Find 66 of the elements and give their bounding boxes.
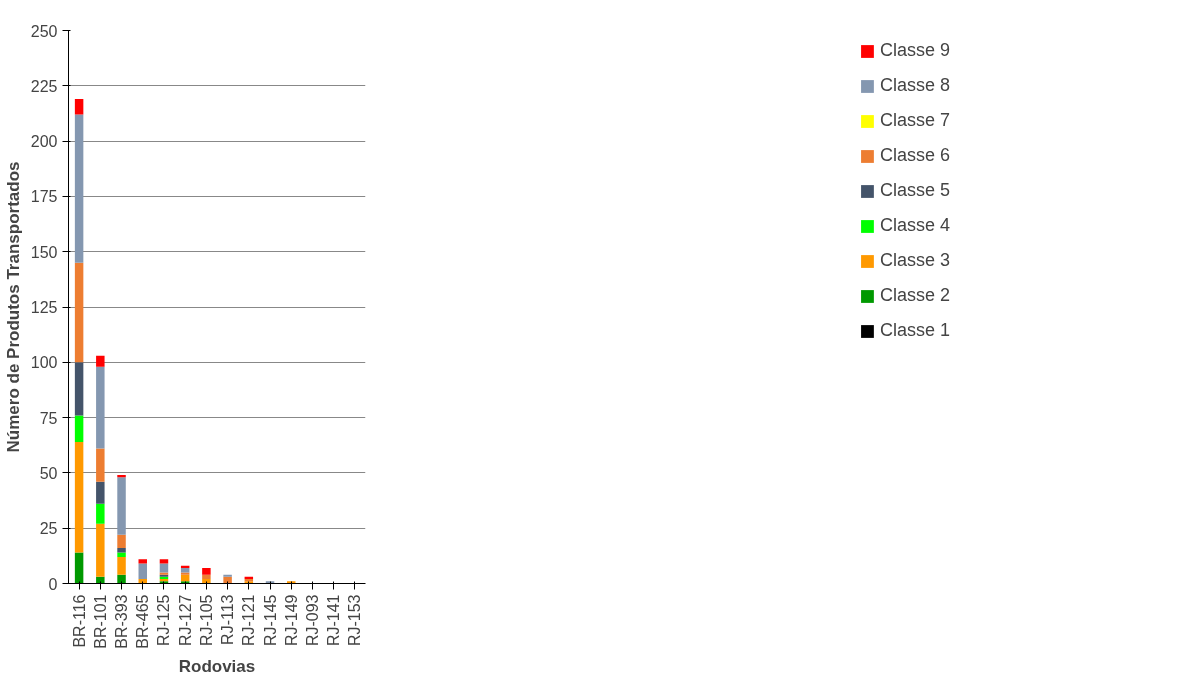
x-axis-title: Rodovias <box>178 656 256 676</box>
legend-label: Classe 7 <box>879 110 950 131</box>
y-tick-label: 250 <box>30 22 58 40</box>
y-tick-label: 75 <box>39 409 58 427</box>
bar <box>202 568 211 575</box>
bar <box>117 534 126 549</box>
legend-label: Classe 6 <box>879 145 950 166</box>
x-tick-label: BR-116 <box>70 594 88 648</box>
bar <box>74 99 84 115</box>
x-tick-label: RJ-149 <box>282 594 300 647</box>
y-tick-label: 25 <box>39 520 58 538</box>
legend-label: Classe 9 <box>879 40 950 61</box>
bar <box>74 441 84 553</box>
bar <box>74 114 84 263</box>
legend-label: Classe 2 <box>879 285 950 306</box>
bar <box>96 366 105 449</box>
y-tick-label: 175 <box>30 188 58 206</box>
y-tick-label: 100 <box>30 354 58 372</box>
legend-label: Classe 4 <box>879 215 950 236</box>
y-tick-label: 225 <box>30 77 58 95</box>
x-tick-label: BR-393 <box>113 594 131 649</box>
y-axis-title: Número de Produtos Transportados <box>3 161 23 453</box>
bar <box>202 579 211 584</box>
x-tick-label: RJ-145 <box>261 594 279 647</box>
x-tick-label: RJ-127 <box>176 594 194 647</box>
bar <box>96 355 105 367</box>
bar <box>159 559 169 564</box>
x-tick-label: RJ-125 <box>155 594 173 647</box>
x-tick-label: RJ-093 <box>303 594 321 647</box>
bar <box>117 477 126 535</box>
x-tick-label: RJ-105 <box>197 594 215 647</box>
bar <box>96 481 105 504</box>
y-tick-label: 50 <box>39 464 58 482</box>
bar <box>96 503 105 524</box>
legend-label: Classe 3 <box>879 250 950 271</box>
bar <box>202 574 211 580</box>
bar <box>117 574 126 584</box>
bar <box>74 262 84 363</box>
x-tick-label: RJ-121 <box>240 594 258 647</box>
bar <box>138 563 147 580</box>
bar <box>117 556 126 575</box>
bar <box>117 475 126 478</box>
x-tick-label: RJ-153 <box>346 594 364 647</box>
bar <box>117 552 126 557</box>
bar <box>180 572 190 575</box>
x-tick-label: RJ-113 <box>219 594 237 645</box>
legend-label: Classe 5 <box>879 180 950 201</box>
legend-label: Classe 8 <box>879 75 950 96</box>
x-tick-label: BR-101 <box>91 594 109 649</box>
bar <box>223 576 232 584</box>
bar <box>74 362 84 416</box>
y-tick-label: 150 <box>30 243 58 261</box>
y-tick-label: 200 <box>30 133 58 151</box>
bar <box>96 523 105 577</box>
x-tick-label: RJ-141 <box>325 594 343 647</box>
bar <box>96 576 105 584</box>
bar <box>117 548 126 553</box>
y-tick-label: 0 <box>48 575 58 593</box>
bar <box>96 448 105 482</box>
y-tick-label: 125 <box>30 299 58 316</box>
bar <box>138 559 147 564</box>
legend-label: Classe 1 <box>879 320 950 341</box>
bar <box>223 574 232 577</box>
bar <box>74 415 84 442</box>
bar <box>74 552 84 584</box>
x-tick-label: BR-465 <box>134 594 152 649</box>
